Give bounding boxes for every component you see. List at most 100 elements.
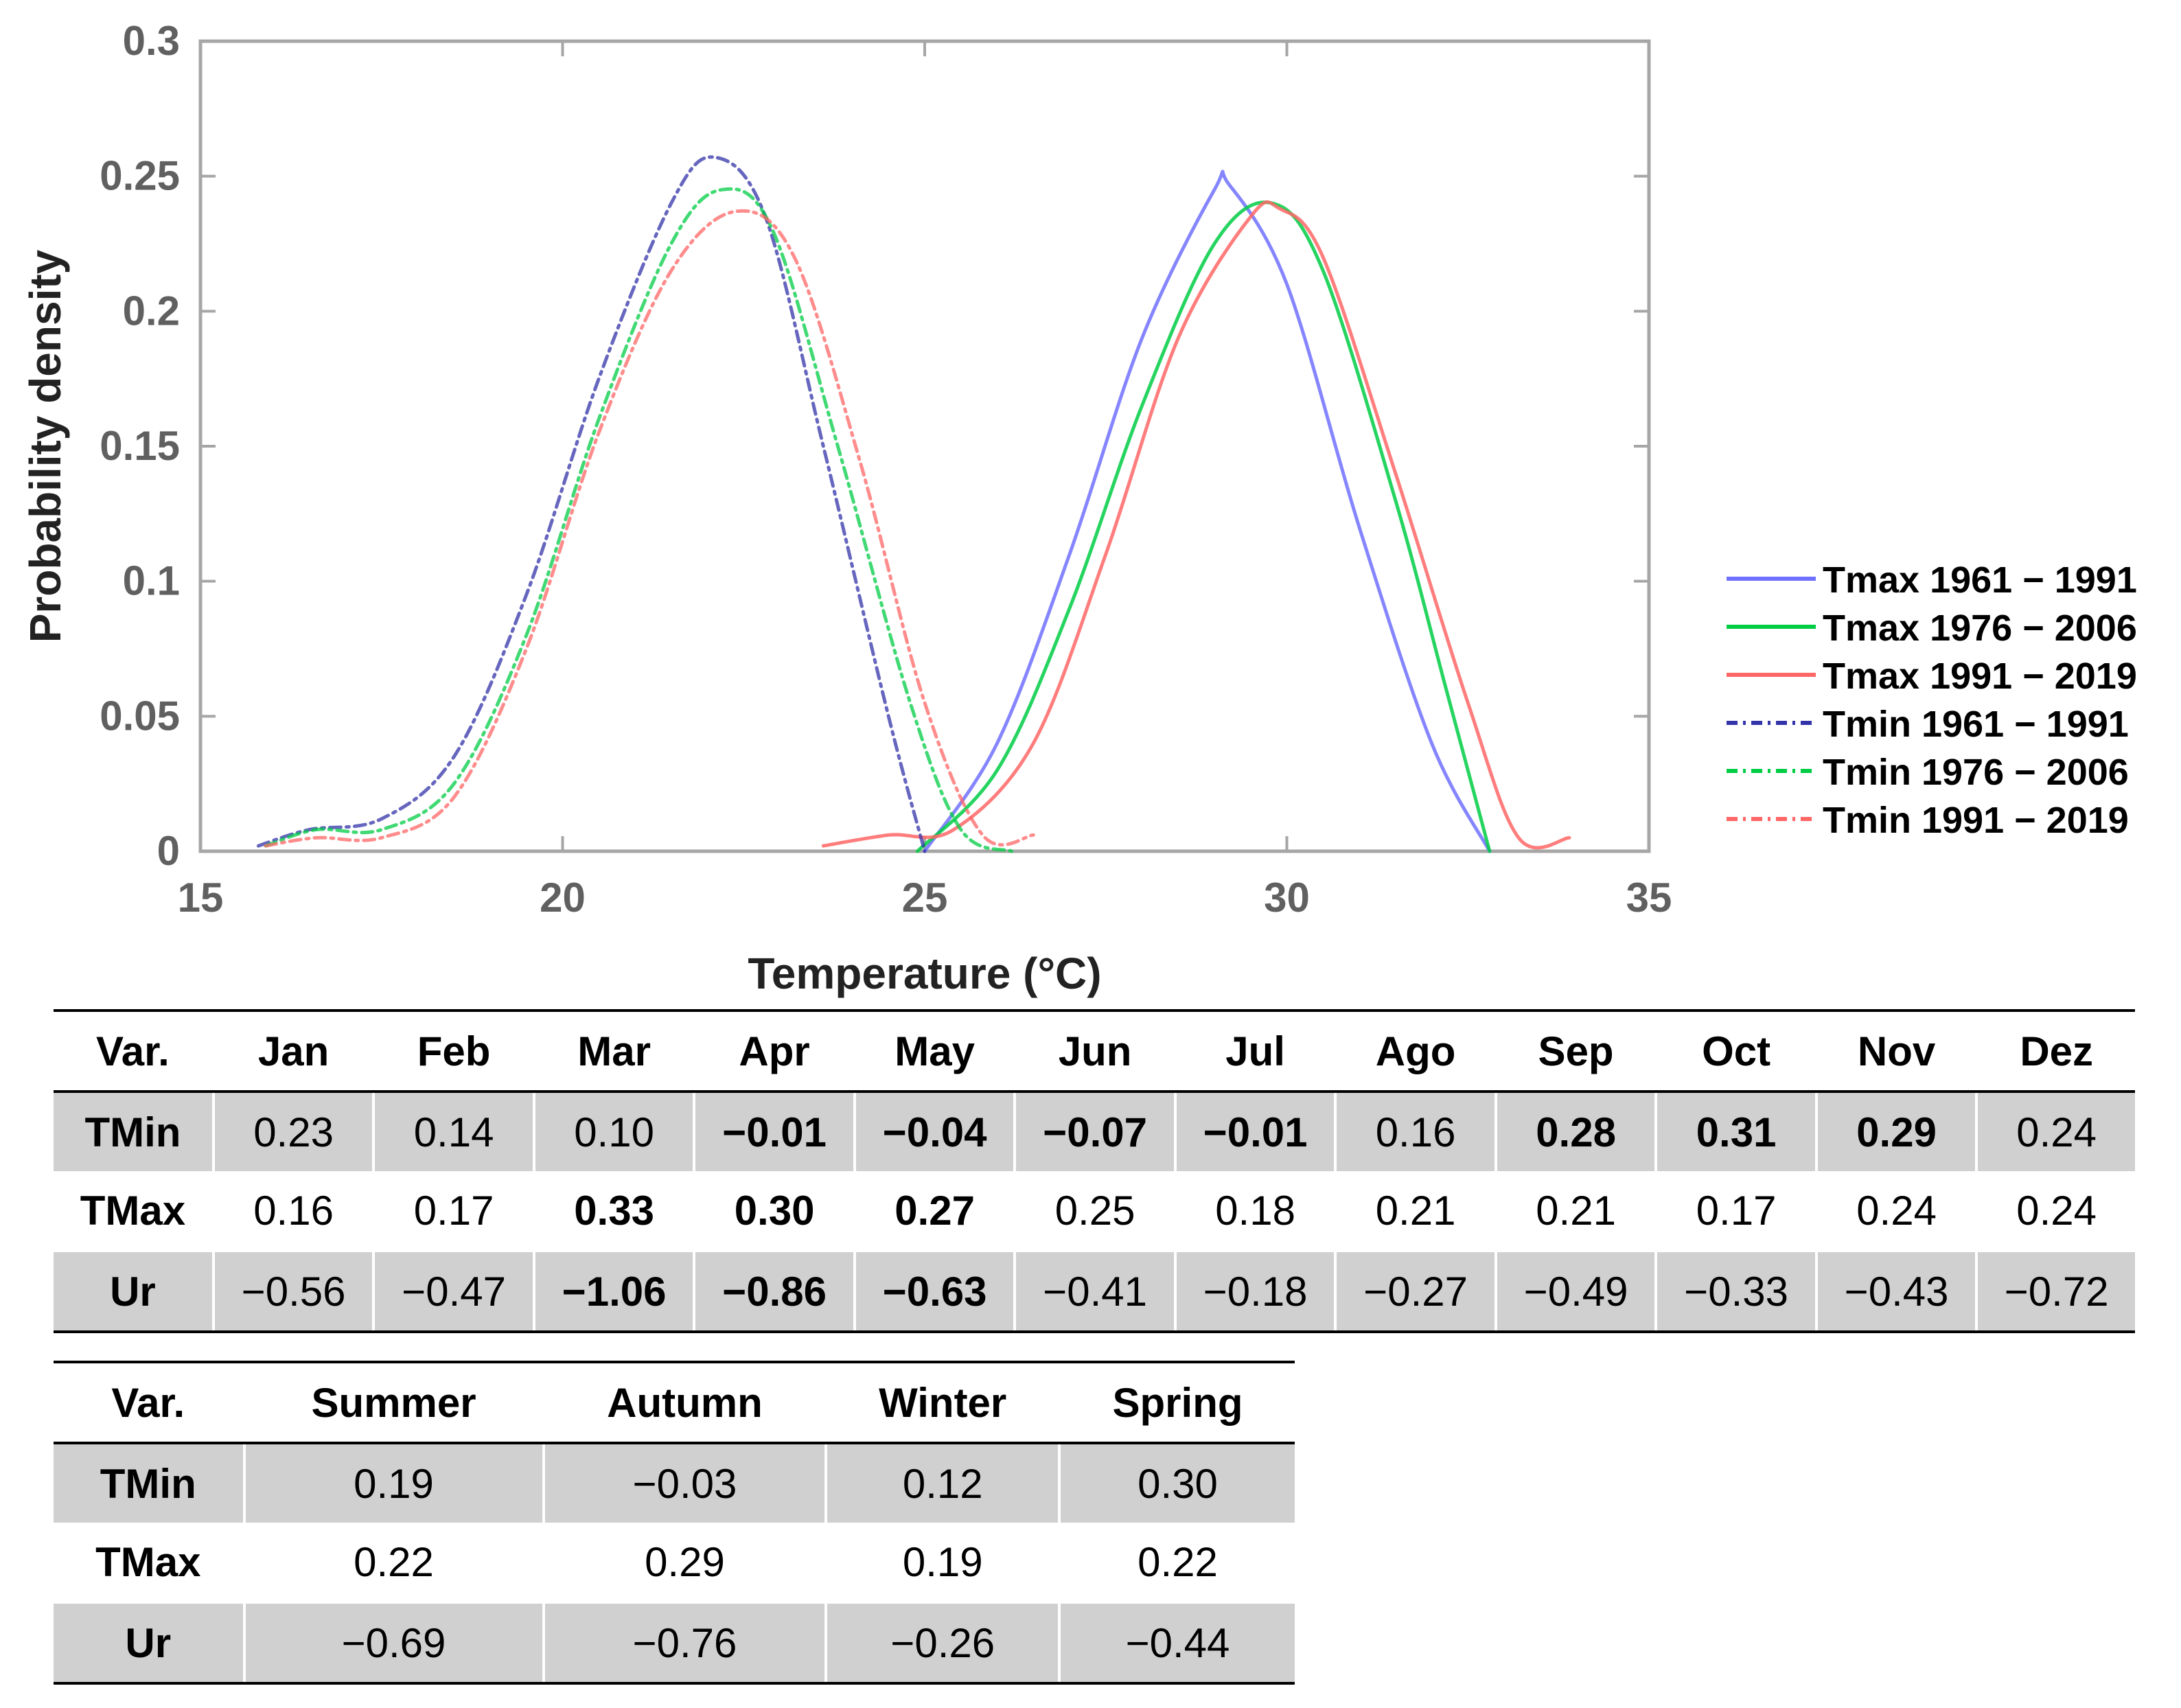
table-cell: −0.72	[1975, 1249, 2135, 1333]
table-cell: 0.29	[1814, 1090, 1977, 1171]
table-cell: 0.24	[1814, 1171, 1977, 1251]
table-cell: 0.24	[1975, 1090, 2135, 1171]
table-cell: −0.86	[693, 1249, 855, 1333]
header-cell: Var.	[54, 1361, 244, 1444]
series-line-5	[264, 187, 1014, 853]
density-chart: 15 20 25 30 35 0 0.05 0.1 0.15 0.2 0.25 0.3 Temperat…	[21, 18, 2137, 998]
x-tick-label: 20	[540, 875, 586, 921]
table-cell: 0.21	[1494, 1171, 1657, 1251]
plot-area	[198, 39, 1651, 853]
table-row: TMin 0.19 −0.03 0.12 0.30	[54, 1442, 1295, 1523]
table-cell: 0.27	[853, 1171, 1015, 1251]
table-cell: −0.76	[542, 1601, 827, 1685]
row-label: TMin	[54, 1090, 214, 1171]
table-cell: −0.07	[1013, 1090, 1175, 1171]
seasonal-table: Var. Summer Autumn Winter Spring TMin 0.…	[54, 1361, 1295, 1685]
legend-entry: Tmin 1991 − 2019	[1823, 800, 2129, 841]
row-label: Ur	[54, 1249, 214, 1333]
table-cell: −0.03	[542, 1442, 827, 1523]
header-cell: Jun	[1013, 1009, 1175, 1093]
table-cell: 0.33	[532, 1171, 695, 1251]
table-cell: −0.49	[1494, 1249, 1657, 1333]
header-cell: Jul	[1173, 1009, 1336, 1093]
table-cell: 0.14	[372, 1090, 534, 1171]
table-cell: 0.17	[1654, 1171, 1816, 1251]
table-cell: 0.30	[693, 1171, 855, 1251]
table-cell: 0.12	[824, 1442, 1060, 1523]
table-cell: 0.21	[1334, 1171, 1496, 1251]
table-cell: 0.22	[242, 1523, 544, 1602]
table-cell: −0.33	[1654, 1249, 1816, 1333]
y-tick-label: 0.1	[123, 558, 180, 604]
table-cell: 0.24	[1975, 1171, 2135, 1251]
header-cell: Ago	[1334, 1009, 1496, 1093]
header-cell: Nov	[1814, 1009, 1977, 1093]
table-cell: 0.31	[1654, 1090, 1816, 1171]
series-line-1	[923, 170, 1492, 853]
table-cell: 0.17	[372, 1171, 534, 1251]
y-tick-label: 0.05	[100, 693, 180, 739]
header-cell: Apr	[693, 1009, 855, 1093]
table-cell: −0.44	[1058, 1601, 1295, 1685]
table-cell: 0.29	[542, 1523, 827, 1602]
table-row: TMin 0.23 0.14 0.10 −0.01 −0.04 −0.07 −0…	[54, 1090, 2135, 1171]
header-cell: Spring	[1058, 1361, 1295, 1444]
table-cell: −0.41	[1013, 1249, 1175, 1333]
header-cell: Jan	[211, 1009, 374, 1093]
y-tick-label: 0.3	[123, 18, 180, 64]
table-cell: 0.16	[211, 1171, 374, 1251]
table-row: TMax 0.22 0.29 0.19 0.22	[54, 1523, 1295, 1602]
table-cell: −0.27	[1334, 1249, 1496, 1333]
table-cell: 0.22	[1058, 1523, 1295, 1602]
header-cell: Dez	[1975, 1009, 2135, 1093]
header-cell: Winter	[824, 1361, 1060, 1444]
monthly-header-row: Var. Jan Feb Mar Apr May Jun Jul Ago Sep…	[54, 1009, 2135, 1093]
table-cell: −0.01	[693, 1090, 855, 1171]
row-label: Ur	[54, 1601, 244, 1685]
header-cell: Autumn	[542, 1361, 827, 1444]
legend-entry: Tmin 1961 − 1991	[1823, 704, 2129, 745]
monthly-table: Var. Jan Feb Mar Apr May Jun Jul Ago Sep…	[54, 1009, 2135, 1333]
header-cell: Var.	[54, 1009, 214, 1093]
series-line-2	[915, 200, 1492, 853]
x-axis-label: Temperature (°C)	[748, 949, 1101, 998]
table-cell: −0.47	[372, 1249, 534, 1333]
legend-entry: Tmax 1961 − 1991	[1823, 559, 2137, 601]
header-cell: Mar	[532, 1009, 695, 1093]
table-cell: −0.63	[853, 1249, 1015, 1333]
legend-entry: Tmax 1991 − 2019	[1823, 656, 2137, 697]
header-cell: Summer	[242, 1361, 544, 1444]
table-cell: −0.43	[1814, 1249, 1977, 1333]
table-row: TMax 0.16 0.17 0.33 0.30 0.27 0.25 0.18 …	[54, 1171, 2135, 1251]
seasonal-header-row: Var. Summer Autumn Winter Spring	[54, 1361, 1295, 1444]
legend-entry: Tmin 1976 − 2006	[1823, 752, 2129, 793]
table-cell: −0.56	[211, 1249, 374, 1333]
table-cell: 0.23	[211, 1090, 374, 1171]
header-cell: Oct	[1654, 1009, 1816, 1093]
header-cell: Sep	[1494, 1009, 1657, 1093]
row-label: TMin	[54, 1442, 244, 1523]
legend-entry: Tmax 1976 − 2006	[1823, 608, 2137, 649]
table-cell: −0.69	[242, 1601, 544, 1685]
row-label: TMax	[80, 1187, 186, 1234]
table-cell: 0.19	[824, 1523, 1060, 1602]
table-cell: 0.28	[1494, 1090, 1657, 1171]
table-cell: −1.06	[532, 1249, 695, 1333]
y-axis-label: Probability density	[21, 249, 70, 643]
table-cell: 0.18	[1173, 1171, 1336, 1251]
table-row: Ur −0.69 −0.76 −0.26 −0.44	[54, 1601, 1295, 1685]
series-line-6	[264, 209, 1035, 848]
table-row: Ur −0.56 −0.47 −1.06 −0.86 −0.63 −0.41 −…	[54, 1249, 2135, 1333]
header-cell: May	[853, 1009, 1015, 1093]
x-tick-label: 35	[1626, 875, 1672, 921]
x-tick-label: 25	[902, 875, 948, 921]
table-cell: 0.25	[1013, 1171, 1175, 1251]
y-tick-label: 0.2	[123, 288, 180, 334]
table-cell: 0.16	[1334, 1090, 1496, 1171]
table-cell: −0.01	[1173, 1090, 1336, 1171]
series-line-4	[256, 155, 927, 853]
x-tick-label: 15	[178, 875, 224, 921]
y-tick-label: 0.15	[100, 423, 180, 469]
series-line-3	[821, 200, 1571, 850]
row-label: TMax	[95, 1538, 201, 1585]
